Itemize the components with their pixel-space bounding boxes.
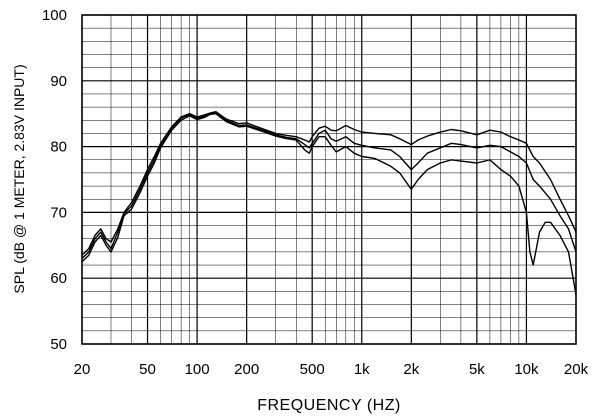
- x-tick-label: 10k: [514, 361, 539, 378]
- x-tick-label: 100: [185, 361, 210, 378]
- x-tick-label: 1k: [354, 361, 370, 378]
- grid: [81, 14, 577, 345]
- y-tick-labels: 50 60 70 80 90 100: [42, 7, 67, 353]
- x-tick-label: 500: [300, 361, 325, 378]
- x-tick-label: 20k: [564, 361, 589, 378]
- y-axis-label: SPL (dB @ 1 METER, 2.83V INPUT): [11, 64, 27, 293]
- series-line-2: [81, 112, 577, 260]
- x-tick-label: 5k: [469, 361, 485, 378]
- x-tick-label: 20: [74, 361, 91, 378]
- y-tick-label: 60: [50, 270, 67, 287]
- series-group: [81, 111, 577, 295]
- x-tick-label: 200: [234, 361, 259, 378]
- plot-frame: [81, 14, 577, 345]
- y-tick-label: 90: [50, 73, 67, 90]
- y-tick-label: 80: [50, 139, 67, 156]
- y-tick-label: 70: [50, 204, 67, 221]
- y-tick-label: 100: [42, 7, 67, 24]
- series-line-3: [81, 113, 577, 295]
- x-tick-label: 2k: [403, 361, 419, 378]
- series-line-1: [81, 111, 577, 256]
- x-axis-label: FREQUENCY (HZ): [257, 397, 401, 414]
- y-tick-label: 50: [50, 336, 67, 353]
- x-tick-labels: 20 50 100 200 500 1k 2k 5k 10k 20k: [74, 361, 589, 378]
- x-tick-label: 50: [139, 361, 156, 378]
